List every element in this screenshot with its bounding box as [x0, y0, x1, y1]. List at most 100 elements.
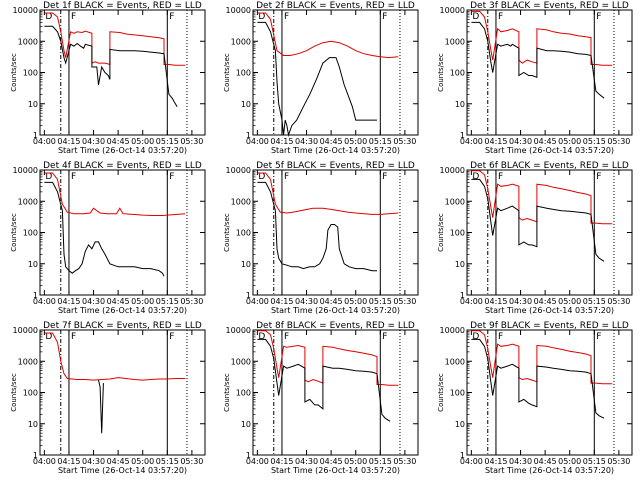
x-tick-label: 04:00	[246, 297, 269, 306]
marker-label: F	[382, 332, 387, 342]
x-tick-label: 04:15	[484, 297, 507, 306]
x-tick-label: 04:00	[246, 137, 269, 146]
marker-label: F	[71, 12, 76, 22]
x-tick-label: 04:15	[484, 457, 507, 466]
y-tick-label: 10	[241, 420, 251, 429]
plot-frame	[39, 169, 206, 296]
panel-title: Det 6f BLACK = Events, RED = LLD	[470, 161, 629, 171]
y-tick-label: 10000	[440, 166, 465, 175]
x-tick-label: 05:00	[344, 457, 367, 466]
detector-panel: Det 1f BLACK = Events, RED = LLD 1 10 100 10…	[10, 1, 206, 155]
y-tick-label: 1000	[18, 357, 38, 366]
x-tick-label: 04:45	[534, 297, 557, 306]
x-tick-label: 05:00	[344, 297, 367, 306]
y-tick-label: 100	[23, 69, 38, 78]
x-tick-label: 04:00	[246, 457, 269, 466]
y-axis-label: Counts/sec	[10, 373, 18, 412]
x-axis-label: Start Time (26-Oct-14 03:57:20)	[58, 466, 187, 475]
y-tick-label: 10	[455, 420, 465, 429]
x-tick-label: 05:00	[131, 297, 154, 306]
y-tick-label: 10000	[13, 6, 38, 15]
x-tick-label: 05:30	[607, 297, 630, 306]
x-tick-label: 04:45	[107, 297, 130, 306]
marker-label: F	[498, 12, 503, 22]
x-tick-label: 05:00	[558, 297, 581, 306]
y-axis-label: Counts/sec	[437, 213, 445, 252]
detector-panel: Det 7f BLACK = Events, RED = LLD 1 10 100 10…	[10, 321, 206, 475]
y-tick-label: 1	[246, 291, 251, 300]
marker-label: F	[71, 172, 76, 182]
x-axis-label: Start Time (26-Oct-14 03:57:20)	[485, 146, 614, 155]
x-tick-label: 04:15	[270, 137, 293, 146]
y-tick-label: 1	[460, 291, 465, 300]
x-tick-label: 04:30	[509, 457, 532, 466]
y-tick-label: 10000	[226, 326, 251, 335]
y-tick-label: 1000	[18, 37, 38, 46]
y-tick-label: 10000	[440, 326, 465, 335]
x-tick-label: 04:30	[82, 297, 105, 306]
detector-panel: Det 8f BLACK = Events, RED = LLD 1 10 100 10…	[223, 321, 419, 475]
x-axis-label: Start Time (26-Oct-14 03:57:20)	[271, 466, 400, 475]
y-tick-label: 1000	[445, 197, 465, 206]
marker-label: F	[596, 172, 601, 182]
x-tick-label: 04:00	[33, 137, 56, 146]
panel-title: Det 3f BLACK = Events, RED = LLD	[470, 1, 629, 11]
y-tick-label: 1	[460, 131, 465, 140]
marker-label: F	[382, 12, 387, 22]
x-tick-label: 04:45	[320, 297, 343, 306]
x-tick-label: 05:00	[558, 457, 581, 466]
marker-label: D	[472, 332, 479, 342]
marker-label: F	[169, 172, 174, 182]
x-tick-label: 05:00	[558, 137, 581, 146]
plot-frame	[252, 169, 419, 296]
x-tick-label: 05:15	[583, 297, 606, 306]
lld-series-line	[44, 332, 186, 381]
y-tick-label: 10000	[226, 6, 251, 15]
lld-series-line	[471, 170, 613, 225]
lld-series-line	[471, 10, 613, 66]
lld-series-line	[257, 172, 399, 215]
x-tick-label: 04:45	[107, 137, 130, 146]
marker-label: F	[596, 12, 601, 22]
x-tick-label: 05:00	[344, 137, 367, 146]
marker-label: F	[284, 12, 289, 22]
plot-frame	[39, 9, 206, 136]
lld-series-line	[471, 330, 613, 385]
events-series-line	[44, 181, 165, 277]
y-tick-label: 10000	[13, 166, 38, 175]
marker-label: F	[169, 332, 174, 342]
marker-label: F	[284, 332, 289, 342]
y-tick-label: 10	[28, 260, 38, 269]
plot-frame	[252, 329, 419, 456]
x-axis-label: Start Time (26-Oct-14 03:57:20)	[485, 306, 614, 315]
marker-label: D	[258, 172, 265, 182]
x-tick-label: 05:15	[583, 457, 606, 466]
x-tick-label: 04:45	[320, 457, 343, 466]
x-tick-label: 05:15	[156, 137, 179, 146]
x-tick-label: 04:15	[270, 297, 293, 306]
y-tick-label: 100	[236, 69, 251, 78]
plot-frame	[466, 9, 633, 136]
x-tick-label: 05:15	[583, 137, 606, 146]
y-axis-label: Counts/sec	[10, 213, 18, 252]
detector-panel: Det 3f BLACK = Events, RED = LLD 1 10 100 10…	[437, 1, 633, 155]
y-tick-label: 1	[33, 131, 38, 140]
marker-label: D	[258, 12, 265, 22]
y-tick-label: 10	[241, 260, 251, 269]
panel-title: Det 1f BLACK = Events, RED = LLD	[43, 1, 202, 11]
y-tick-label: 100	[23, 389, 38, 398]
y-tick-label: 10	[28, 100, 38, 109]
x-tick-label: 04:30	[295, 457, 318, 466]
y-axis-label: Counts/sec	[437, 373, 445, 412]
x-tick-label: 04:30	[509, 297, 532, 306]
x-tick-label: 04:30	[295, 297, 318, 306]
x-tick-label: 04:15	[57, 297, 80, 306]
y-tick-label: 1	[33, 451, 38, 460]
x-tick-label: 05:30	[393, 137, 416, 146]
x-tick-label: 04:00	[460, 137, 483, 146]
x-tick-label: 04:00	[460, 457, 483, 466]
y-axis-label: Counts/sec	[223, 373, 231, 412]
marker-label: F	[71, 332, 76, 342]
y-tick-label: 10000	[226, 166, 251, 175]
